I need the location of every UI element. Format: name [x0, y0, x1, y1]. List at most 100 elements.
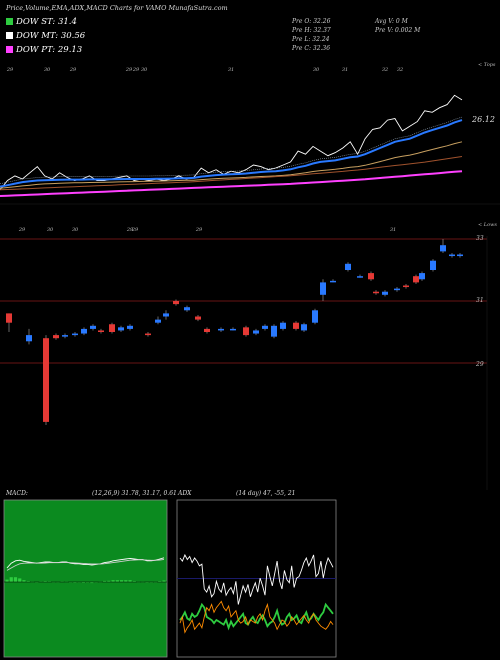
candle-body [419, 273, 425, 280]
top-date-label: 30 [44, 67, 51, 73]
legend-swatch-white [6, 32, 13, 39]
macd-histogram-bar [73, 582, 77, 583]
macd-histogram-bar [90, 582, 94, 584]
low-date-label: 29 [195, 227, 203, 233]
top-date-label: 32 [382, 67, 388, 73]
tops-label: < Tops [478, 62, 496, 68]
candle-body [98, 330, 104, 332]
candle-body [155, 319, 161, 323]
low-date-label: 30 [72, 227, 79, 233]
macd-panel-bg [3, 499, 168, 658]
candle-body [243, 327, 249, 336]
candle-body [173, 301, 179, 305]
macd-histogram-bar [128, 580, 132, 582]
candle-body [72, 333, 78, 336]
top-date-label: 29 [132, 67, 140, 73]
price-tick-label: 33 [476, 235, 484, 242]
candle-body [320, 282, 326, 295]
candle-body [163, 313, 169, 317]
candle-body [26, 335, 32, 342]
ema-line-ema-short [0, 119, 463, 188]
candle-body [440, 245, 446, 252]
candle-body [457, 254, 463, 257]
macd-histogram-bar [145, 582, 149, 583]
candle-body [449, 254, 455, 257]
macd-line-signal [6, 558, 165, 571]
ema-last-value-label: 26.12 [471, 115, 495, 124]
candle-body [145, 333, 151, 336]
candle-body [403, 285, 409, 288]
ema-line-ema-pt [0, 170, 463, 197]
macd-histogram-bar [13, 577, 18, 582]
candle-body [81, 328, 87, 334]
legend-dow-mt: DOW MT: 30.56 [6, 31, 85, 41]
candle-body [312, 310, 318, 323]
macd-histogram-bar [119, 580, 124, 582]
macd-histogram-bar [22, 580, 26, 582]
candle-body [430, 260, 436, 270]
macd-histogram-bar [77, 582, 81, 583]
top-date-label: 30 [313, 67, 320, 73]
candle-body [368, 273, 374, 280]
top-date-label: 29 [6, 67, 14, 73]
candle-body [253, 330, 259, 334]
candle-body [271, 325, 277, 337]
low-date-label: 31 [390, 227, 396, 233]
macd-histogram-bar [149, 582, 153, 583]
legend-dow-st: DOW ST: 31.4 [6, 17, 77, 27]
candle-body [293, 322, 299, 329]
stat-avg-volume: Avg V: 0 M [375, 18, 408, 25]
candle-body [262, 325, 268, 329]
candle-body [184, 307, 190, 311]
adx-line-minus-di [179, 600, 334, 634]
ema-line-ema-long [0, 156, 463, 191]
top-date-label: 30 [141, 67, 148, 73]
legend-swatch-green [6, 18, 13, 25]
macd-histogram-bar [43, 581, 47, 582]
macd-histogram-bar [132, 581, 136, 582]
macd-histogram-bar [39, 581, 43, 582]
candle-body [301, 324, 307, 331]
stat-pre-volume: Pre V: 0.002 M [375, 27, 421, 34]
candle-body [373, 291, 379, 294]
stat-low: Pre L: 32.24 [292, 36, 330, 43]
macd-histogram-bar [107, 580, 111, 582]
candle-body [127, 325, 133, 329]
adx-values: (14 day) 47, -55, 21 [236, 490, 296, 497]
macd-histogram-bar [47, 581, 52, 582]
candle-body [280, 322, 286, 329]
macd-histogram-bar [69, 582, 73, 583]
candle-body [413, 276, 419, 283]
macd-histogram-bar [60, 581, 64, 582]
legend-dow-pt: DOW PT: 29.13 [6, 45, 82, 55]
candle-body [230, 328, 236, 331]
candle-body [357, 276, 363, 278]
macd-values: (12,26,9) 31.78, 31.17, 0.61 [92, 490, 177, 497]
top-date-label: 31 [228, 67, 234, 73]
top-date-label: 31 [342, 67, 348, 73]
macd-histogram-bar [111, 580, 115, 582]
candle-body [195, 316, 201, 320]
candle-body [118, 327, 124, 331]
candle-body [62, 335, 68, 337]
macd-histogram-bar [5, 579, 9, 582]
macd-histogram-bar [102, 580, 107, 582]
low-date-label: 29 [126, 227, 134, 233]
ema-line-ema-mid [0, 141, 463, 189]
top-date-label: 29 [69, 67, 77, 73]
top-date-label: 32 [397, 67, 403, 73]
price-tick-label: 31 [476, 297, 484, 304]
adx-title: ADX [178, 490, 192, 497]
candle-body [345, 263, 351, 270]
chart-title: Price,Volume,EMA,ADX,MACD Charts for VAM… [6, 4, 228, 12]
lows-label: < Lows [478, 222, 497, 228]
candle-body [109, 324, 115, 332]
macd-histogram-bar [26, 581, 30, 582]
candle-body [90, 325, 96, 329]
macd-histogram-bar [124, 580, 128, 582]
candle-body [6, 313, 12, 323]
stat-close: Pre C: 32.36 [292, 45, 331, 52]
candle-body [218, 328, 224, 331]
macd-histogram-bar [158, 581, 162, 582]
